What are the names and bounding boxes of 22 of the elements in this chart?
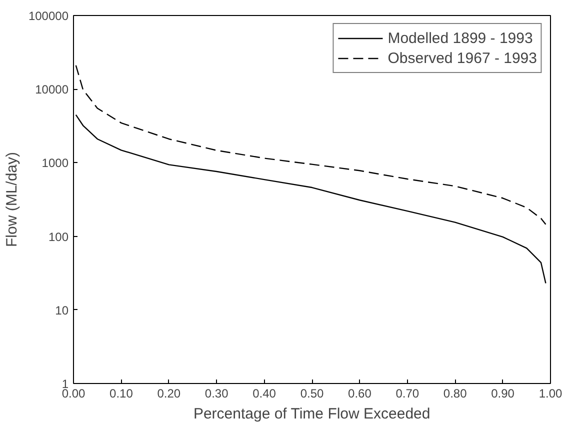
y-tick-label: 1000: [42, 156, 69, 170]
x-tick-label: 0.60: [348, 386, 372, 400]
legend-label: Modelled 1899 - 1993: [388, 30, 533, 46]
x-tick-label: 0.90: [491, 386, 515, 400]
x-tick-label: 1.00: [538, 386, 563, 400]
y-axis-title: Flow (ML/day): [3, 152, 20, 248]
x-tick-label: 0.00: [62, 386, 86, 400]
y-tick-label: 100: [48, 230, 69, 244]
x-tick-label: 0.80: [443, 386, 468, 400]
x-tick-label: 0.20: [157, 386, 181, 400]
x-tick-label: 0.40: [252, 386, 276, 400]
x-tick-label: 0.10: [110, 386, 134, 400]
y-tick-label: 10000: [35, 82, 69, 97]
legend-label: Observed 1967 - 1993: [388, 50, 537, 66]
line-series: [75, 64, 546, 226]
y-tick-label: 100000: [28, 9, 69, 23]
x-axis-title: Percentage of Time Flow Exceeded: [193, 406, 430, 422]
y-tick-label: 10: [55, 303, 69, 318]
x-tick-label: 0.30: [204, 386, 229, 400]
x-tick-label: 0.50: [300, 386, 324, 400]
x-tick-label: 0.70: [396, 386, 420, 400]
line-series: [75, 114, 546, 284]
